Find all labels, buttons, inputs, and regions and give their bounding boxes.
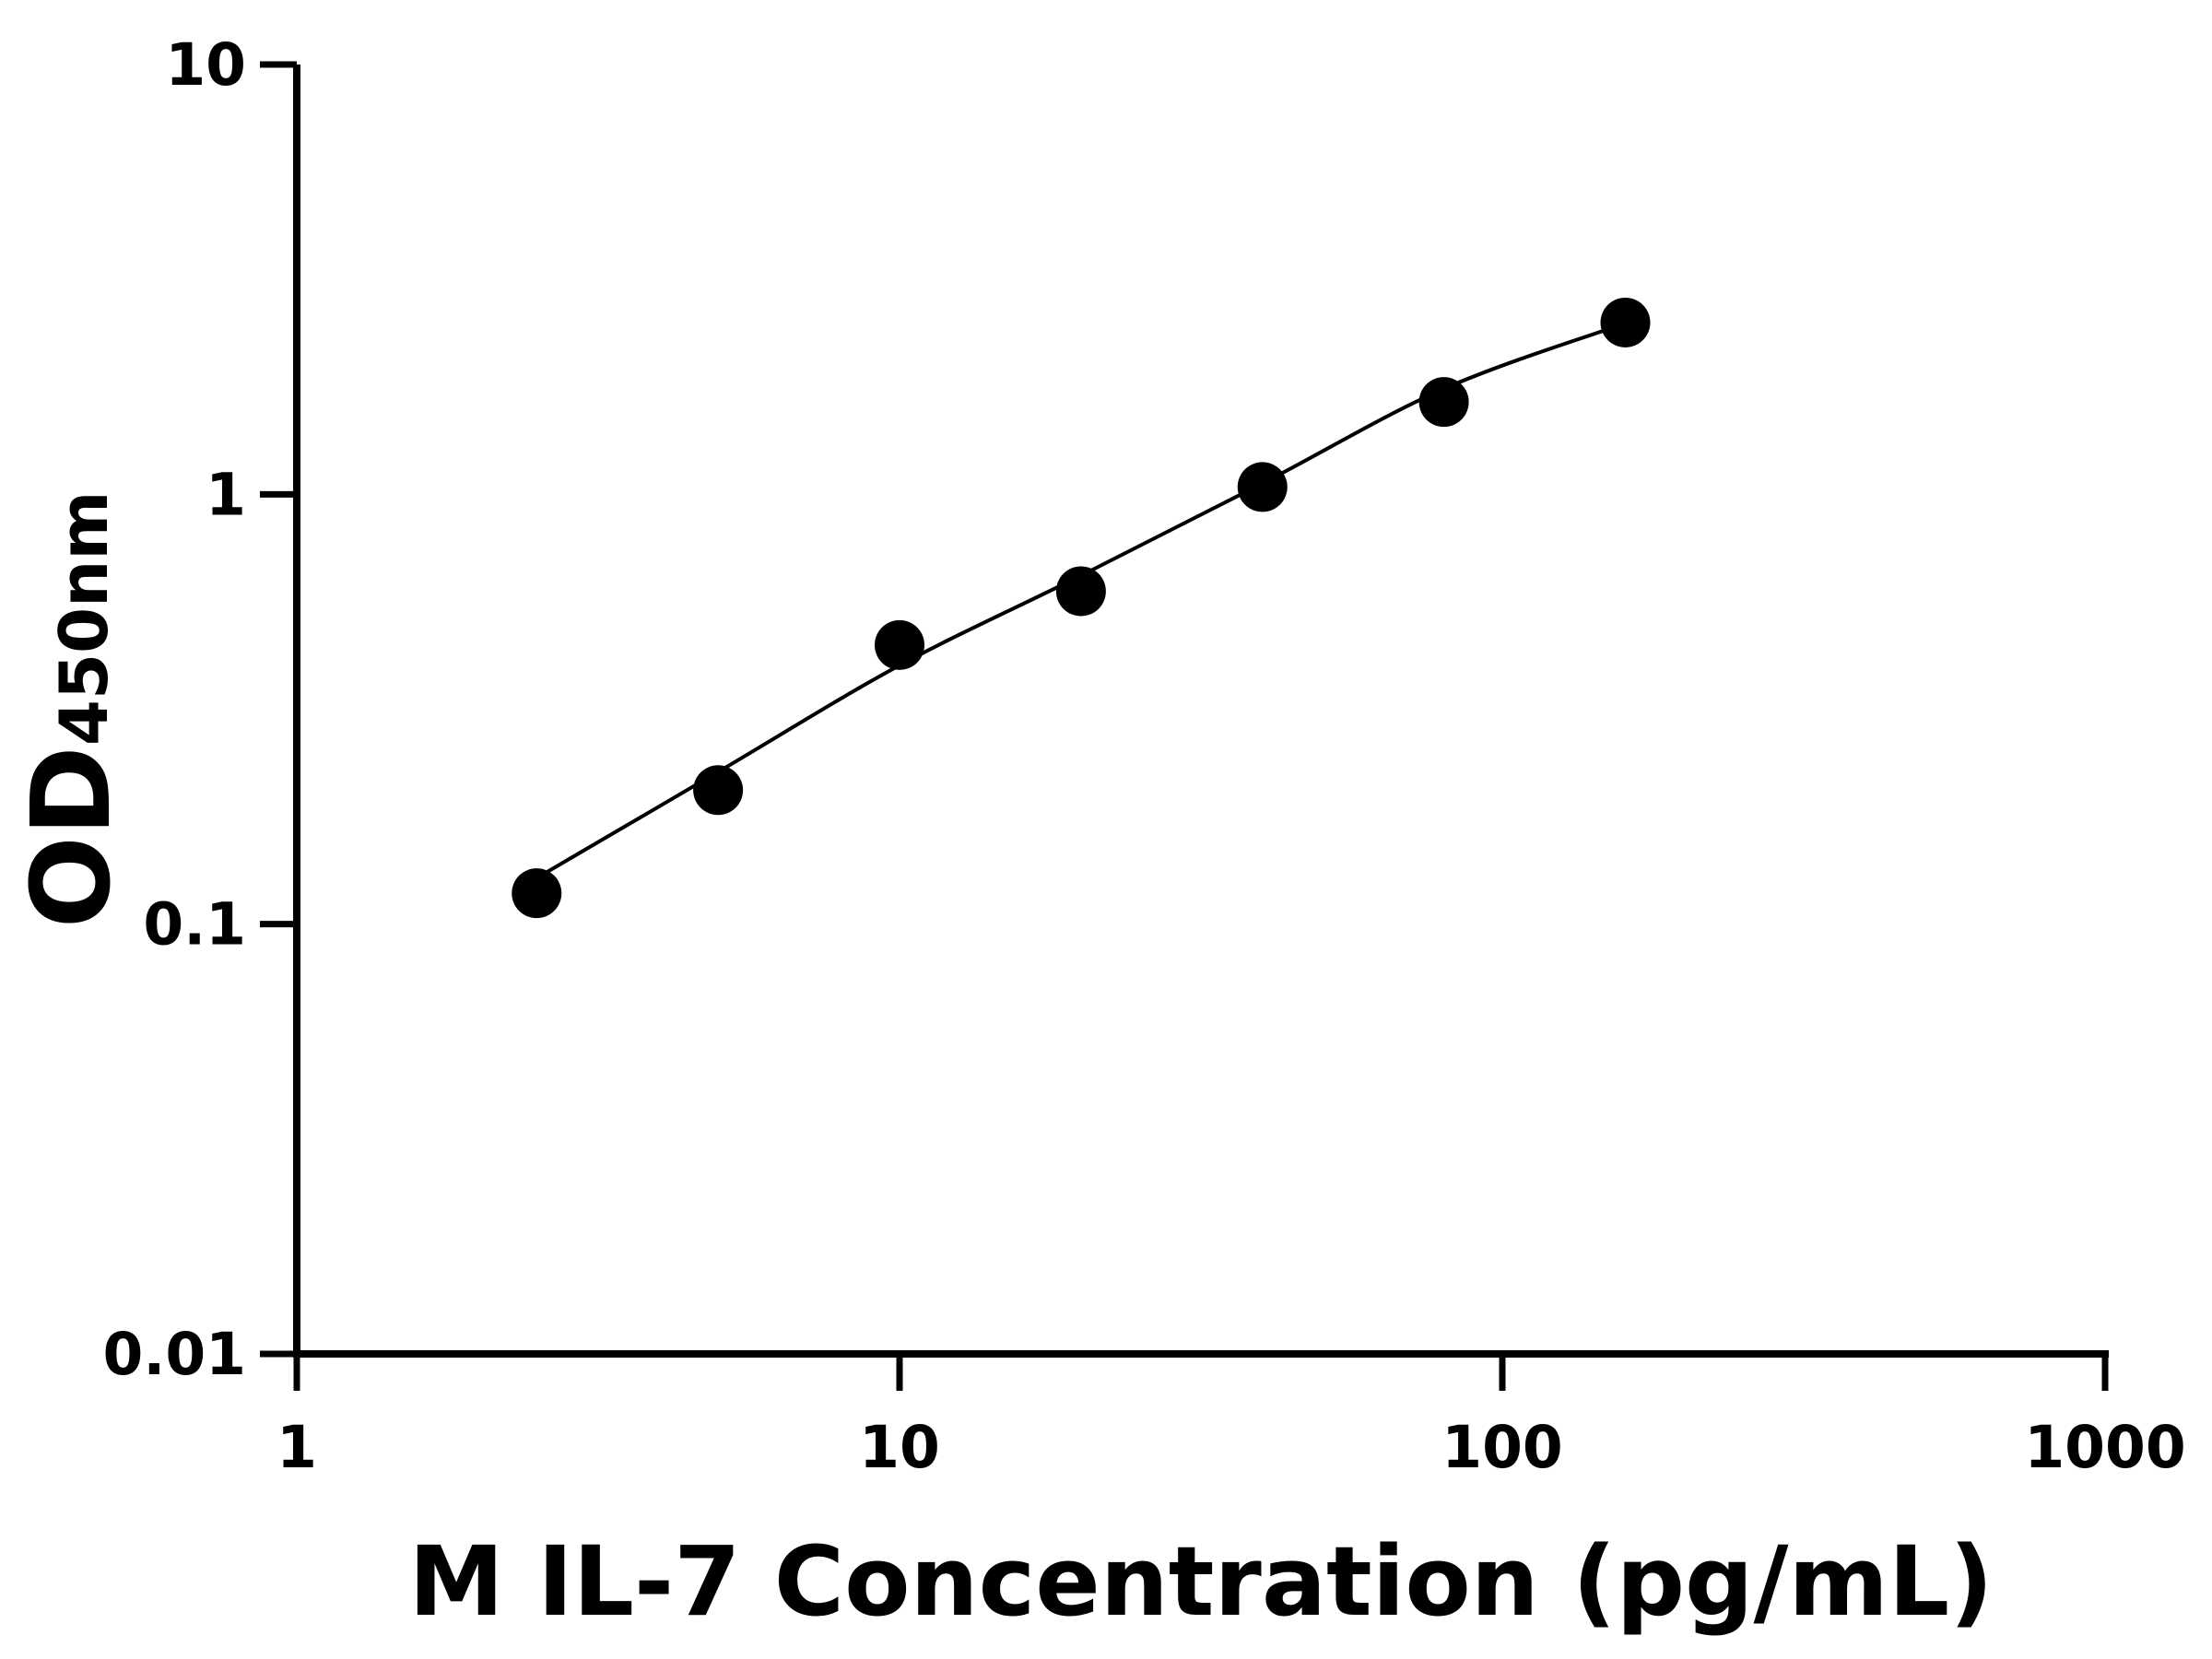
- x-tick-label: 100: [1441, 1414, 1563, 1481]
- y-axis-title: OD450nm: [7, 491, 135, 929]
- y-tick-label: 0.01: [103, 1321, 246, 1388]
- data-point: [693, 765, 744, 816]
- x-tick-label: 1000: [2024, 1414, 2185, 1481]
- x-tick-label: 1: [276, 1414, 317, 1481]
- y-axis-title-sub: 450nm: [45, 491, 123, 747]
- data-point: [1600, 297, 1651, 347]
- y-tick-label: 10: [165, 31, 246, 99]
- data-point: [1418, 377, 1469, 428]
- data-point: [512, 868, 562, 919]
- data-point: [1055, 566, 1106, 617]
- y-axis-title-main: OD: [7, 746, 135, 928]
- y-tick-label: 1: [206, 461, 246, 528]
- x-tick-label: 10: [859, 1414, 940, 1481]
- y-tick-label: 0.1: [143, 891, 246, 959]
- data-point: [1237, 462, 1288, 512]
- x-axis-title: M IL-7 Concentration (pg/mL): [408, 1525, 1993, 1638]
- data-point: [875, 619, 924, 670]
